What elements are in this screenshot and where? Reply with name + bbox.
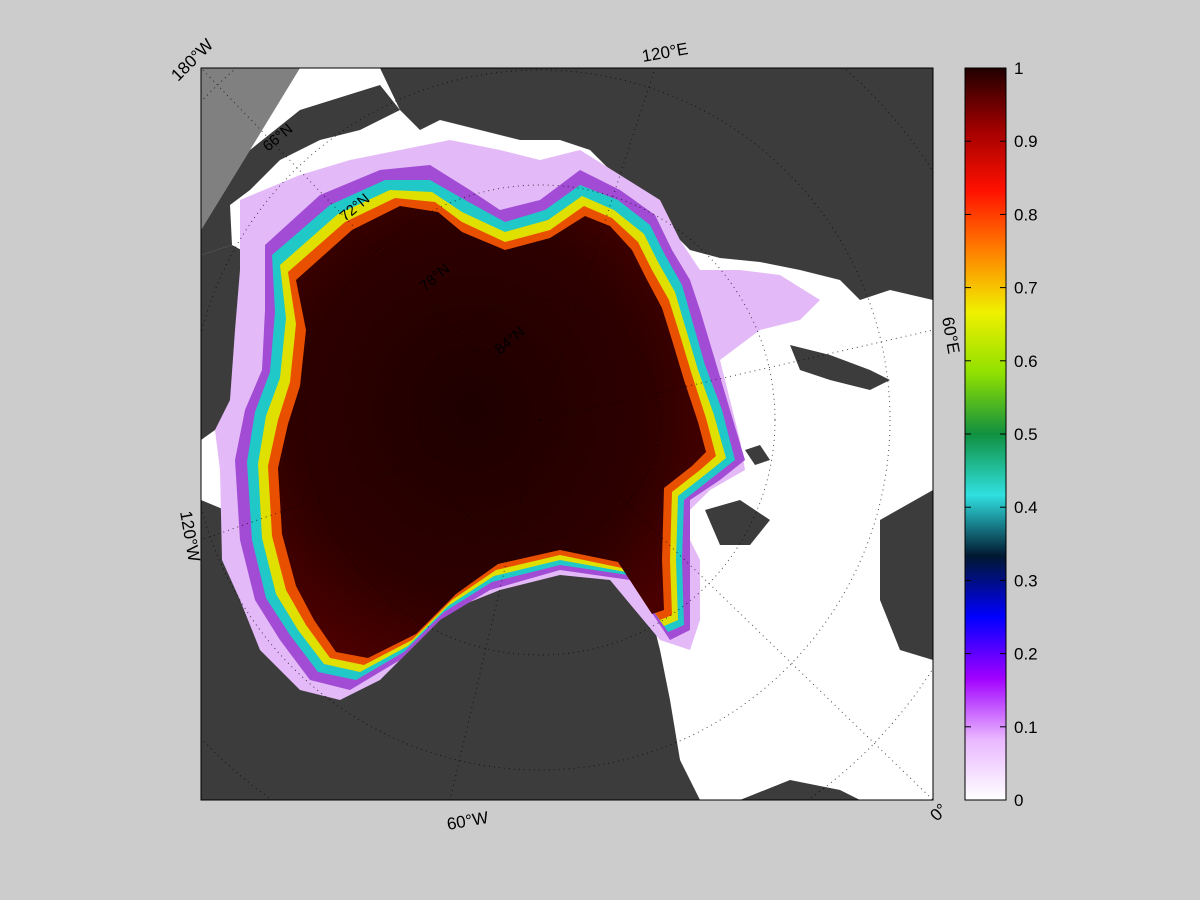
land-novaya-zemlya	[790, 345, 890, 390]
lat-circle-84n	[419, 299, 661, 541]
map-frame	[200, 67, 934, 801]
lat-circle-78n	[304, 184, 776, 656]
colorbar-ticks: 0 0.1 0.2 0.3 0.4 0.5 0.6 0.7 0.8 0.9 1	[965, 59, 1038, 810]
colorbar-tick-label: 0.9	[1014, 132, 1038, 151]
lon-label-120w: 120°W	[176, 509, 204, 563]
colorbar-tick-label: 0.7	[1014, 279, 1038, 298]
land-siberia	[380, 68, 933, 300]
lat-circle-72n	[201, 69, 891, 771]
lon-label-60e: 60°E	[938, 315, 963, 355]
land-greenland	[430, 560, 690, 800]
meridian-60e	[539, 329, 933, 421]
meridian-60w	[449, 419, 541, 800]
colorbar-tick-label: 0.3	[1014, 571, 1038, 590]
colorbar-tick-label: 1	[1014, 59, 1023, 78]
meridian-120e	[539, 68, 656, 421]
lon-label-120e: 120°E	[640, 39, 689, 66]
land-scandinavia	[880, 490, 933, 660]
colorbar: 0 0.1 0.2 0.3 0.4 0.5 0.6 0.7 0.8 0.9 1	[964, 59, 1038, 810]
colorbar-tick-label: 0.1	[1014, 718, 1038, 737]
colorbar-tick-label: 0.5	[1014, 425, 1038, 444]
map-panel: 66°N 72°N 78°N 84°N	[200, 67, 934, 801]
colorbar-tick-label: 0	[1014, 791, 1023, 810]
colorbar-tick-label: 0.6	[1014, 352, 1038, 371]
colorbar-tick-label: 0.4	[1014, 498, 1038, 517]
land-svalbard	[705, 500, 770, 545]
meridian-0	[539, 419, 933, 800]
lon-label-0: 0°	[926, 800, 951, 825]
graticule	[201, 68, 933, 800]
out-of-domain-area	[201, 68, 300, 230]
dense-pack-ice	[278, 206, 706, 658]
colorbar-scale	[965, 68, 1006, 800]
lon-label-60w: 60°W	[445, 808, 489, 834]
colorbar-tick-label: 0.2	[1014, 645, 1038, 664]
colorbar-tick-label: 0.8	[1014, 205, 1038, 224]
